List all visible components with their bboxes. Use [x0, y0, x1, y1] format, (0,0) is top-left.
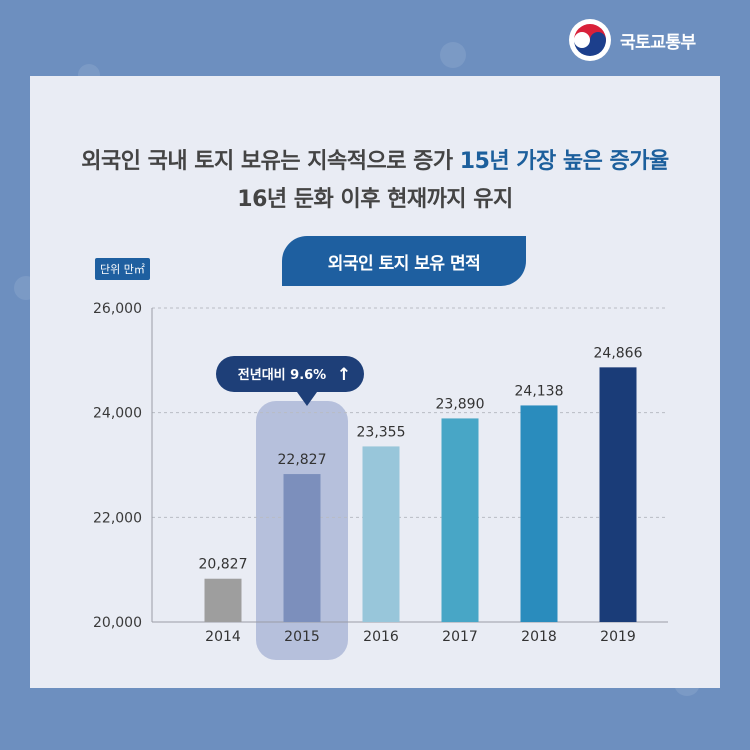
callout-bubble: [216, 356, 364, 406]
bar: [441, 418, 479, 622]
bar-value-label: 24,138: [515, 383, 564, 399]
bar: [520, 405, 558, 622]
bar: [283, 474, 321, 622]
unit-label: 단위 만㎡: [95, 258, 150, 280]
y-tick-label: 20,000: [93, 615, 142, 631]
y-tick-label: 22,000: [93, 510, 142, 526]
headline-highlight: 15년 가장 높은 증가율: [459, 149, 670, 174]
up-arrow-icon: ↑: [337, 365, 351, 385]
bar-value-label: 24,866: [594, 345, 643, 361]
bar-value-label: 23,890: [436, 396, 485, 412]
headline-line-2: 16년 둔화 이후 현재까지 유지: [237, 187, 513, 212]
taegeuk-logo-icon: [569, 19, 611, 61]
y-tick-label: 24,000: [93, 406, 142, 422]
x-tick-label: 2015: [284, 629, 320, 645]
brand-logo: 국토교통부: [568, 18, 696, 62]
x-tick-label: 2014: [205, 629, 241, 645]
bar-value-label: 23,355: [357, 424, 406, 440]
x-tick-label: 2018: [521, 629, 557, 645]
x-tick-label: 2017: [442, 629, 478, 645]
chart-title: 외국인 토지 보유 면적: [282, 236, 526, 286]
bar-value-label: 20,827: [199, 557, 248, 573]
bar: [362, 446, 400, 622]
callout-text: 전년대비 9.6%: [238, 367, 326, 383]
x-tick-label: 2019: [600, 629, 636, 645]
x-tick-label: 2016: [363, 629, 399, 645]
decor-circle: [440, 42, 466, 68]
headline-text: 외국인 국내 토지 보유는 지속적으로 증가: [81, 149, 460, 174]
bar: [599, 367, 637, 622]
bar-value-label: 22,827: [278, 452, 327, 468]
y-tick-label: 26,000: [93, 301, 142, 317]
headline-line-1: 외국인 국내 토지 보유는 지속적으로 증가 15년 가장 높은 증가율: [0, 143, 750, 175]
bar: [204, 578, 242, 622]
brand-name: 국토교통부: [620, 32, 696, 53]
